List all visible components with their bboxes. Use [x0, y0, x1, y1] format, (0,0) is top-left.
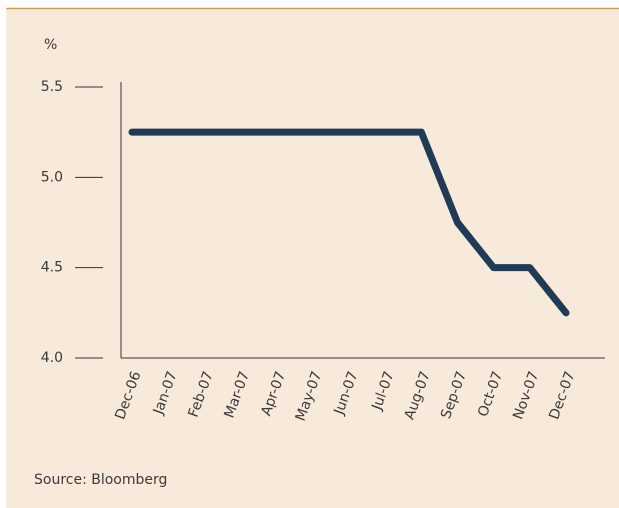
y-tick-label: 4.5	[41, 260, 63, 276]
y-tick-label: 4.0	[41, 350, 63, 366]
y-tick-label: 5.5	[41, 79, 63, 95]
source: Source: Bloomberg	[34, 472, 167, 488]
background	[6, 8, 619, 508]
y-axis-label: %	[44, 37, 57, 53]
y-tick-label: 5.0	[41, 169, 63, 185]
line	[128, 128, 570, 317]
